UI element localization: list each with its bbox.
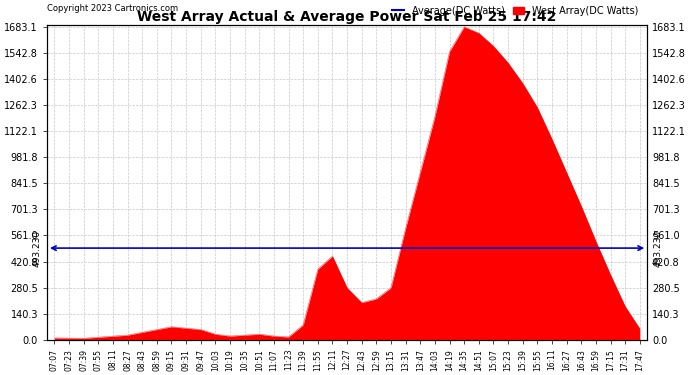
Text: Copyright 2023 Cartronics.com: Copyright 2023 Cartronics.com <box>47 4 178 13</box>
Title: West Array Actual & Average Power Sat Feb 25 17:42: West Array Actual & Average Power Sat Fe… <box>137 10 557 24</box>
Legend: Average(DC Watts), West Array(DC Watts): Average(DC Watts), West Array(DC Watts) <box>388 2 642 20</box>
Text: 493.230: 493.230 <box>32 230 41 267</box>
Text: 493.230: 493.230 <box>653 230 662 267</box>
